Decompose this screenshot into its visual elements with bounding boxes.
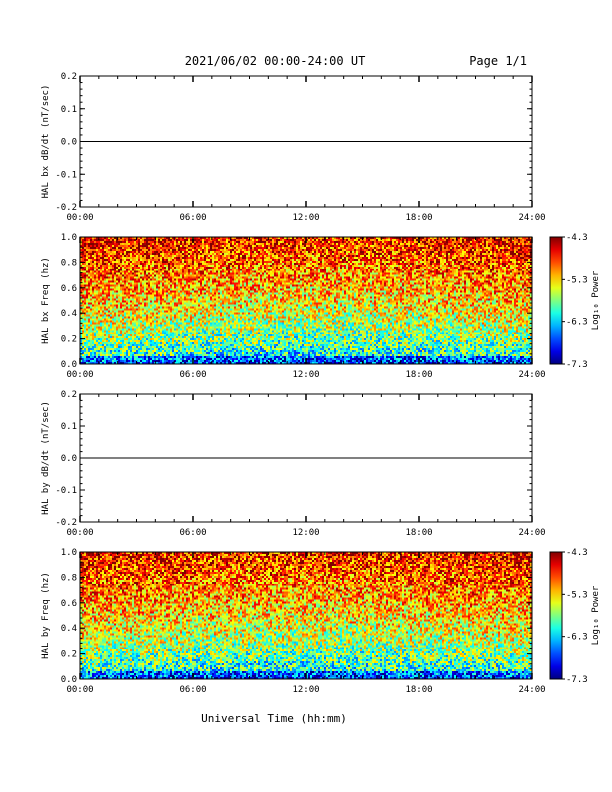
y-tick-label: 0.1	[61, 105, 77, 115]
x-tick-label: 18:00	[405, 685, 432, 695]
y-axis-label: HAL bx dB/dt (nT/sec)	[41, 85, 51, 199]
y-tick-label: 0.0	[61, 454, 77, 464]
colorbar	[549, 236, 563, 365]
colorbar-label: Log₁₀ Power	[591, 270, 601, 330]
y-tick-label: 0.8	[61, 258, 77, 268]
colorbar-tick-label: -6.3	[566, 633, 588, 643]
y-tick-label: 0.2	[61, 72, 77, 82]
x-tick-label: 12:00	[292, 528, 319, 538]
page-number: Page 1/1	[469, 54, 527, 68]
colorbar-tick-label: -4.3	[566, 233, 588, 243]
y-tick-label: -0.2	[55, 518, 77, 528]
spectrogram-image	[80, 237, 532, 364]
y-axis-label: HAL by Freq (hz)	[41, 572, 51, 659]
x-tick-label: 00:00	[66, 213, 93, 223]
y-tick-label: 1.0	[61, 233, 77, 243]
colorbar-tick-label: -7.3	[566, 675, 588, 685]
y-tick-label: 0.6	[61, 599, 77, 609]
x-tick-label: 00:00	[66, 528, 93, 538]
panel-3: 0.2 0.1 0.0 -0.1 -0.200:00 06:00 12:00 18:00 24:…	[41, 390, 546, 538]
colorbar-label: Log₁₀ Power	[591, 585, 601, 645]
x-tick-label: 00:00	[66, 685, 93, 695]
y-tick-label: 0.1	[61, 422, 77, 432]
y-tick-label: 0.4	[61, 309, 77, 319]
panel-1: 0.2 0.1 0.0 -0.1 -0.200:00 06:00 12:00 18:00 24:…	[41, 72, 546, 223]
x-tick-label: 24:00	[518, 528, 545, 538]
x-tick-label: 00:00	[66, 370, 93, 380]
x-tick-label: 06:00	[179, 213, 206, 223]
colorbar-tick-label: -4.3	[566, 548, 588, 558]
colorbar-tick-label: -5.3	[566, 590, 588, 600]
y-tick-label: 0.4	[61, 624, 77, 634]
y-tick-label: 0.0	[61, 138, 77, 148]
y-tick-label: 0.6	[61, 284, 77, 294]
colorbar-tick-label: -5.3	[566, 275, 588, 285]
x-tick-label: 12:00	[292, 213, 319, 223]
colorbar-tick-label: -7.3	[566, 360, 588, 370]
x-tick-label: 12:00	[292, 370, 319, 380]
x-tick-label: 18:00	[405, 213, 432, 223]
panel-4: -4.3 -5.3 -6.3 -7.3 Log₁₀ Power 1.0 0.8 0.6 0.4 0…	[41, 548, 601, 725]
x-tick-label: 06:00	[179, 370, 206, 380]
y-tick-label: 0.2	[61, 390, 77, 400]
x-tick-label: 06:00	[179, 528, 206, 538]
x-tick-label: 24:00	[518, 370, 545, 380]
y-tick-label: 0.2	[61, 650, 77, 660]
figure-title: 2021/06/02 00:00-24:00 UT	[185, 54, 366, 68]
y-tick-label: -0.2	[55, 203, 77, 213]
y-tick-label: 0.0	[61, 675, 77, 685]
y-tick-label: -0.1	[55, 486, 77, 496]
x-tick-label: 24:00	[518, 685, 545, 695]
x-axis-label: Universal Time (hh:mm)	[201, 712, 347, 725]
y-axis-label: HAL by dB/dt (nT/sec)	[41, 401, 51, 515]
x-tick-label: 18:00	[405, 370, 432, 380]
x-tick-label: 06:00	[179, 685, 206, 695]
y-tick-label: 0.0	[61, 360, 77, 370]
x-tick-label: 24:00	[518, 213, 545, 223]
x-tick-label: 12:00	[292, 685, 319, 695]
y-tick-label: 1.0	[61, 548, 77, 558]
colorbar-tick-label: -6.3	[566, 318, 588, 328]
y-tick-label: -0.1	[55, 170, 77, 180]
spectrogram-image	[80, 552, 532, 679]
y-tick-label: 0.8	[61, 573, 77, 583]
y-axis-label: HAL bx Freq (hz)	[41, 257, 51, 344]
colorbar	[549, 551, 563, 680]
y-tick-label: 0.2	[61, 335, 77, 345]
x-tick-label: 18:00	[405, 528, 432, 538]
panel-2: -4.3 -5.3 -6.3 -7.3 Log₁₀ Power 1.0 0.8 0.6 0.4 0…	[41, 233, 601, 380]
